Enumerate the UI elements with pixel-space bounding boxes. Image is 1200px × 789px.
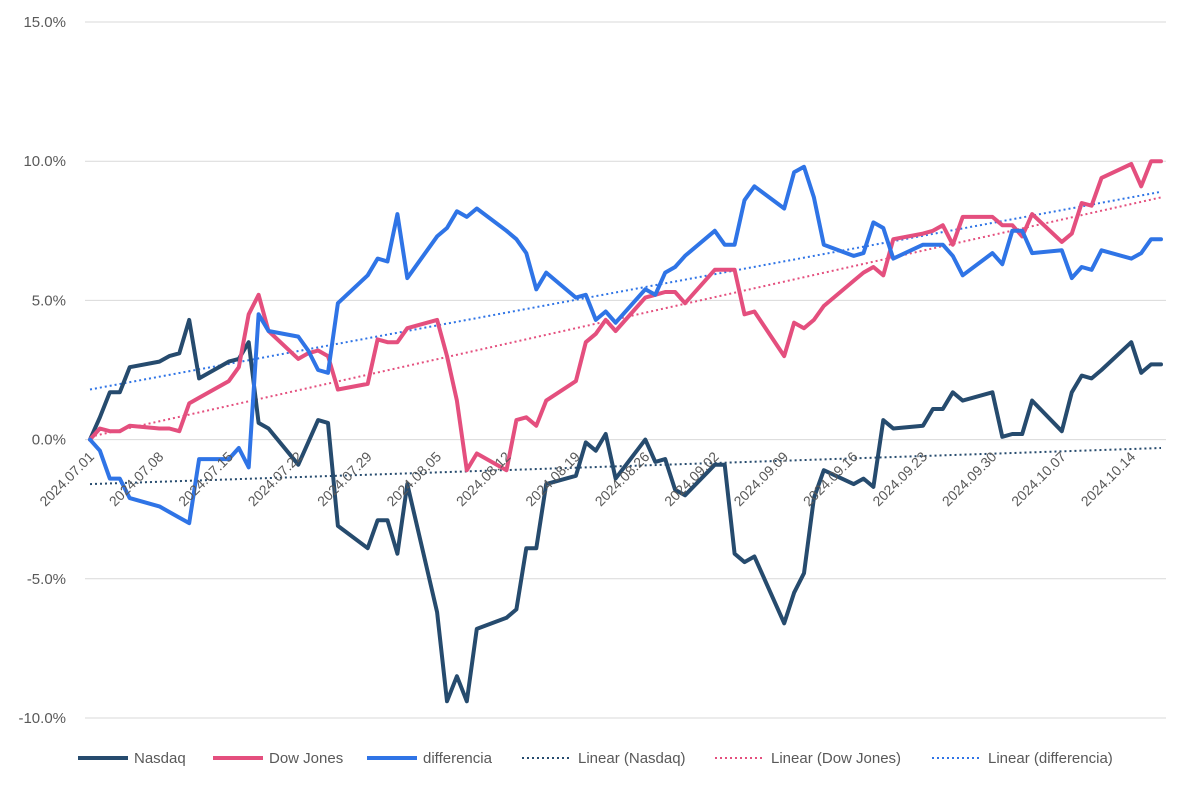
legend-label: Linear (Nasdaq) bbox=[578, 750, 686, 767]
series-line-dow-jones bbox=[88, 159, 1163, 473]
x-tick-label: 2024.10.14 bbox=[1078, 448, 1139, 509]
legend-item-linear-nasdaq: Linear (Nasdaq) bbox=[522, 750, 686, 767]
y-tick-label: 10.0% bbox=[23, 153, 66, 170]
legend-item-differencia: differencia bbox=[367, 750, 493, 767]
series-line-nasdaq bbox=[88, 317, 1163, 704]
x-tick-label: 2024.07.22 bbox=[245, 448, 306, 509]
x-tick-label: 2024.09.09 bbox=[730, 448, 791, 509]
legend-item-dow-jones: Dow Jones bbox=[213, 750, 343, 767]
legend: Nasdaq Dow Jones differencia Linear (Nasdaq… bbox=[78, 750, 1113, 767]
x-tick-label: 2024.08.19 bbox=[522, 448, 583, 509]
trendline-differencia bbox=[89, 190, 1162, 391]
legend-label: Dow Jones bbox=[269, 750, 343, 767]
legend-label: Linear (Dow Jones) bbox=[771, 750, 901, 767]
series-lines bbox=[88, 159, 1163, 704]
series-line-differencia bbox=[88, 164, 1163, 526]
legend-label: Nasdaq bbox=[134, 750, 186, 767]
x-tick-label: 2024.10.07 bbox=[1008, 448, 1069, 509]
legend-item-linear-differencia: Linear (differencia) bbox=[932, 750, 1113, 767]
y-tick-label: 0.0% bbox=[32, 432, 66, 449]
y-tick-label: 15.0% bbox=[23, 14, 66, 31]
x-tick-label: 2024.07.01 bbox=[36, 448, 97, 509]
y-axis-tick-labels: -10.0% -5.0% 0.0% 5.0% 10.0% 15.0% bbox=[18, 14, 66, 727]
legend-item-nasdaq: Nasdaq bbox=[78, 750, 186, 767]
y-tick-label: -10.0% bbox=[18, 710, 66, 727]
legend-label: differencia bbox=[423, 750, 493, 767]
y-tick-label: 5.0% bbox=[32, 292, 66, 309]
x-tick-label: 2024.09.30 bbox=[939, 448, 1000, 509]
x-tick-label: 2024.09.16 bbox=[800, 448, 861, 509]
x-tick-label: 2024.08.05 bbox=[383, 448, 444, 509]
x-tick-label: 2024.07.29 bbox=[314, 448, 375, 509]
legend-label: Linear (differencia) bbox=[988, 750, 1113, 767]
x-tick-label: 2024.08.26 bbox=[592, 448, 653, 509]
gridlines bbox=[85, 21, 1166, 719]
y-tick-label: -5.0% bbox=[27, 571, 66, 588]
legend-item-linear-dow-jones: Linear (Dow Jones) bbox=[715, 750, 901, 767]
